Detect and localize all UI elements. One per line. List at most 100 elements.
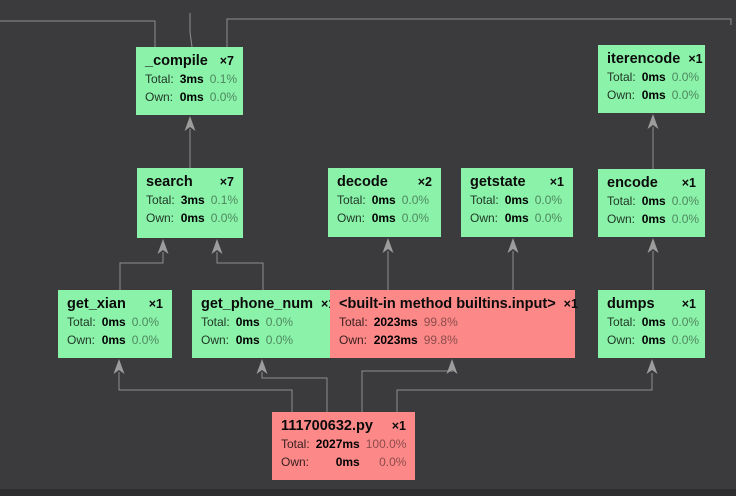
node-title-row: get_phone_num ×1 (201, 296, 335, 312)
node-title-row: search ×7 (146, 174, 234, 190)
node-stats: Total: 3ms 0.1% Own: 0ms 0.0% (146, 193, 238, 225)
graph-node-decode[interactable]: decode ×2 Total: 0ms 0.0% Own: 0ms 0.0% (328, 168, 441, 237)
node-stats: Total: 2023ms 99.8% Own: 2023ms 99.8% (339, 315, 566, 347)
node-total-percent: 0.1% (209, 72, 238, 86)
node-function-name: 111700632.py (281, 418, 373, 434)
node-stats: Total: 0ms 0.0% Own: 0ms 0.0% (607, 70, 700, 102)
edge-main-to-get_xian (118, 372, 293, 412)
graph-node-builtins_input[interactable]: <built-in method builtins.input> ×1 Total:… (330, 290, 578, 358)
node-title-row: get_xian ×1 (67, 296, 163, 312)
node-function-name: getstate (470, 174, 526, 190)
node-total-percent: 0.0% (131, 315, 160, 329)
node-function-name: get_phone_num (201, 296, 313, 312)
node-title-row: iterencode ×1 (607, 51, 703, 67)
node-total-value: 0ms (641, 194, 666, 208)
node-own-label: Own: (281, 455, 310, 469)
node-call-count: ×7 (219, 175, 234, 189)
edge-compile-out-right (226, 18, 732, 47)
arrowhead-icon (446, 359, 458, 374)
graph-node-getstate[interactable]: getstate ×1 Total: 0ms 0.0% Own: 0ms 0.0% (461, 168, 573, 237)
node-title-row: <built-in method builtins.input> ×1 (339, 296, 578, 312)
node-stats: Total: 3ms 0.1% Own: 0ms 0.0% (145, 72, 238, 104)
node-call-count: ×1 (148, 297, 163, 311)
node-own-value: 0ms (179, 90, 204, 104)
graph-node-compile[interactable]: _compile ×7 Total: 3ms 0.1% Own: 0ms 0.0% (136, 47, 243, 115)
node-own-percent: 0.0% (671, 88, 700, 102)
node-call-count: ×1 (563, 297, 578, 311)
node-total-value: 0ms (641, 315, 666, 329)
node-total-label: Total: (339, 315, 368, 329)
node-call-count: ×1 (391, 419, 406, 433)
node-own-label: Own: (339, 333, 368, 347)
node-total-percent: 0.0% (265, 315, 294, 329)
edge-compile-out-top (189, 13, 193, 48)
graph-node-get_phone_num[interactable]: get_phone_num ×1 Total: 0ms 0.0% Own: 0ms 0.0% (192, 290, 335, 358)
node-total-label: Total: (201, 315, 230, 329)
node-own-percent: 0.0% (265, 333, 294, 347)
node-total-label: Total: (470, 193, 499, 207)
edge-get_xian-to-search (119, 252, 164, 290)
node-total-value: 0ms (641, 70, 666, 84)
node-own-percent: 0.0% (210, 211, 239, 225)
node-total-percent: 100.0% (365, 437, 407, 451)
node-function-name: dumps (607, 296, 655, 312)
node-function-name: iterencode (607, 51, 681, 67)
node-own-label: Own: (470, 211, 499, 225)
node-call-count: ×2 (417, 175, 432, 189)
node-title-row: _compile ×7 (145, 53, 234, 69)
node-total-value: 0ms (101, 315, 126, 329)
node-total-value: 2027ms (315, 437, 360, 451)
node-call-count: ×1 (688, 52, 703, 66)
node-total-label: Total: (337, 193, 366, 207)
node-own-percent: 0.0% (671, 333, 700, 347)
node-own-percent: 0.0% (379, 455, 407, 469)
node-own-label: Own: (607, 333, 636, 347)
node-own-label: Own: (607, 212, 636, 226)
node-total-value: 2023ms (373, 315, 418, 329)
node-function-name: _compile (145, 53, 208, 69)
node-own-value: 0ms (641, 212, 666, 226)
graph-node-iterencode[interactable]: iterencode ×1 Total: 0ms 0.0% Own: 0ms 0.0% (598, 45, 705, 113)
graph-node-search[interactable]: search ×7 Total: 3ms 0.1% Own: 0ms 0.0% (137, 168, 243, 238)
arrowhead-icon (113, 359, 125, 374)
node-call-count: ×1 (681, 176, 696, 190)
node-own-value: 2023ms (373, 333, 418, 347)
node-total-value: 0ms (504, 193, 529, 207)
arrowhead-icon (647, 114, 659, 129)
node-total-percent: 0.0% (401, 193, 430, 207)
arrowhead-icon (157, 239, 169, 254)
edge-compile-out-left (0, 20, 156, 47)
node-total-percent: 0.1% (210, 193, 239, 207)
graph-node-get_xian[interactable]: get_xian ×1 Total: 0ms 0.0% Own: 0ms 0.0% (58, 290, 172, 358)
edge-get_phone_num-to-search (216, 252, 264, 290)
node-total-label: Total: (607, 315, 636, 329)
arrowhead-icon (211, 239, 223, 254)
node-function-name: decode (337, 174, 388, 190)
node-own-percent: 99.8% (423, 333, 458, 347)
node-own-label: Own: (145, 90, 174, 104)
node-total-percent: 0.0% (671, 315, 700, 329)
node-own-percent: 0.0% (209, 90, 238, 104)
node-total-label: Total: (67, 315, 96, 329)
node-stats: Total: 0ms 0.0% Own: 0ms 0.0% (607, 315, 700, 347)
node-function-name: get_xian (67, 296, 126, 312)
node-stats: Total: 0ms 0.0% Own: 0ms 0.0% (470, 193, 564, 225)
edge-main-to-get_phone_num (261, 372, 328, 412)
graph-node-main_script[interactable]: 111700632.py ×1 Total: 2027ms 100.0% Own: 0ms 0… (272, 412, 415, 480)
arrowhead-icon (382, 238, 394, 253)
node-own-value: 0ms (371, 211, 396, 225)
graph-node-encode[interactable]: encode ×1 Total: 0ms 0.0% Own: 0ms 0.0% (598, 169, 705, 237)
node-call-count: ×1 (681, 297, 696, 311)
node-total-percent: 0.0% (671, 70, 700, 84)
node-total-percent: 0.0% (671, 194, 700, 208)
node-own-percent: 0.0% (671, 212, 700, 226)
node-stats: Total: 2027ms 100.0% Own: 0ms 0.0% (281, 437, 406, 469)
node-own-percent: 0.0% (131, 333, 160, 347)
graph-node-dumps[interactable]: dumps ×1 Total: 0ms 0.0% Own: 0ms 0.0% (598, 290, 705, 358)
node-total-value: 3ms (180, 193, 205, 207)
node-total-label: Total: (281, 437, 310, 451)
node-total-value: 0ms (235, 315, 260, 329)
node-total-percent: 99.8% (423, 315, 458, 329)
